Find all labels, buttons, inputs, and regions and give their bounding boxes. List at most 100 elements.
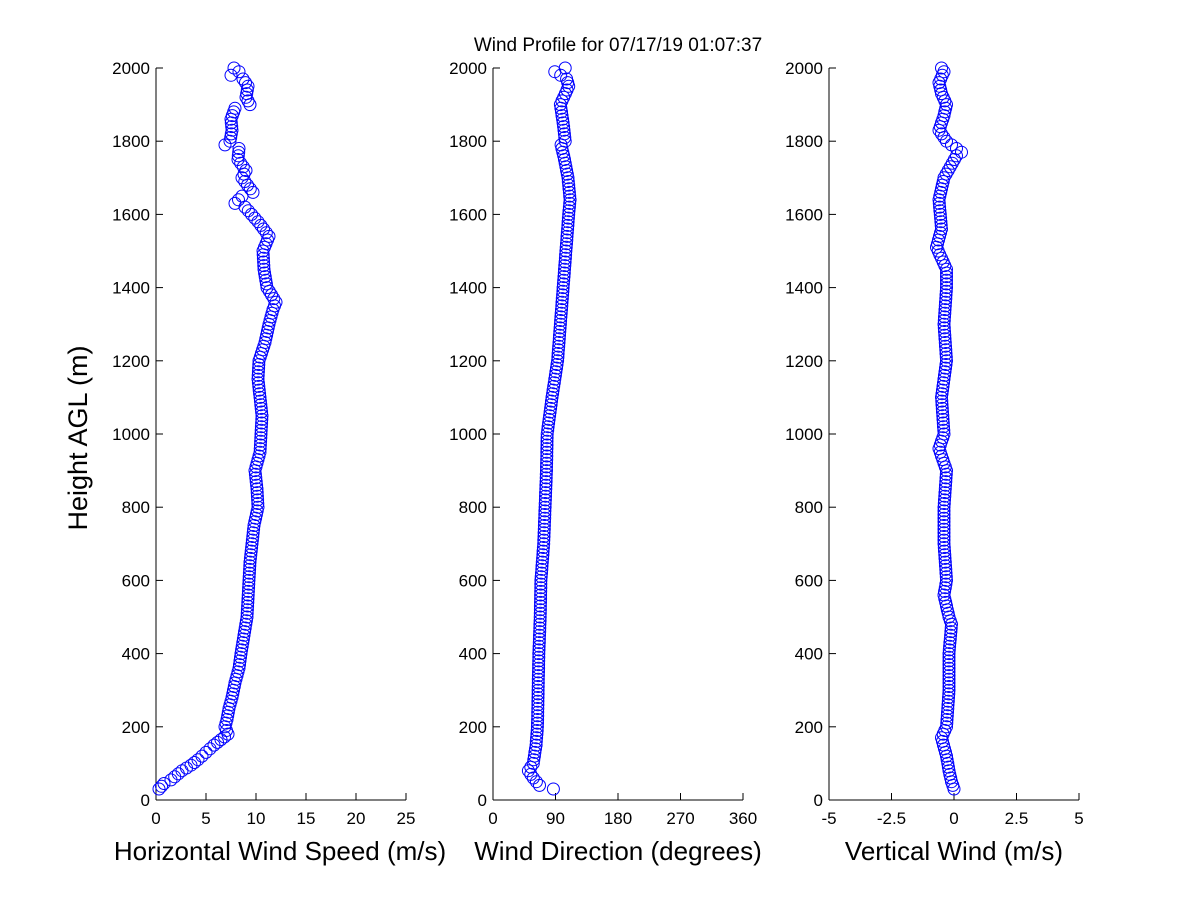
data-point-direction: [526, 771, 540, 785]
data-point-speed: [233, 658, 246, 672]
data-point-direction: [540, 438, 554, 452]
data-point-vertical: [939, 343, 953, 357]
data-point-vertical: [943, 632, 957, 646]
data-point-vertical: [933, 438, 947, 452]
data-point-vertical: [937, 65, 951, 79]
y-tick-label-vertical: 600: [795, 571, 823, 590]
data-point-direction: [563, 193, 577, 207]
data-point-vertical: [942, 669, 956, 683]
data-point-direction: [526, 756, 540, 770]
data-point-direction: [534, 588, 548, 602]
data-point-direction: [556, 277, 570, 291]
y-tick-label-speed: 800: [122, 498, 150, 517]
data-point-direction: [562, 200, 576, 214]
y-tick-label-direction: 600: [459, 571, 487, 590]
data-point-vertical: [937, 372, 951, 386]
data-point-speed: [241, 599, 255, 613]
data-point-speed: [238, 175, 252, 188]
data-point-direction: [555, 299, 569, 313]
data-point-direction: [544, 401, 558, 415]
data-point-direction: [555, 292, 569, 306]
data-point-speed: [155, 779, 168, 793]
data-point-speed: [253, 438, 267, 452]
data-point-direction: [562, 178, 576, 192]
data-point-direction: [531, 669, 545, 683]
data-point-direction: [531, 713, 545, 726]
data-point-direction: [532, 636, 546, 650]
data-point-vertical: [940, 281, 953, 295]
data-point-speed: [232, 142, 246, 155]
data-point-vertical: [938, 489, 952, 503]
data-point-vertical: [944, 625, 958, 639]
data-point-direction: [550, 358, 564, 371]
data-point-vertical: [939, 475, 953, 489]
y-tick-label-vertical: 0: [814, 791, 823, 810]
data-point-direction: [555, 109, 569, 123]
data-point-speed: [251, 493, 265, 507]
data-point-vertical: [942, 680, 956, 693]
data-point-vertical: [940, 277, 953, 291]
data-point-speed: [242, 570, 256, 584]
data-point-direction: [534, 573, 548, 587]
data-point-direction: [537, 519, 551, 532]
data-point-direction: [540, 464, 553, 478]
y-tick-label-vertical: 1400: [785, 279, 823, 298]
data-point-direction: [560, 237, 573, 251]
x-axis-title-vertical-wind: Vertical Wind (m/s): [845, 836, 1063, 866]
data-point-vertical: [938, 306, 952, 320]
data-point-direction: [557, 123, 571, 137]
y-tick-label-direction: 1800: [449, 132, 487, 151]
data-point-speed: [253, 394, 267, 408]
data-point-speed: [250, 478, 264, 492]
data-point-direction: [557, 127, 571, 141]
data-point-direction: [531, 705, 545, 719]
data-point-vertical: [943, 636, 957, 650]
data-point-direction: [548, 368, 562, 382]
data-point-direction: [546, 387, 560, 401]
data-point-speed: [236, 632, 250, 646]
data-point-direction: [556, 288, 570, 302]
data-point-speed: [254, 431, 268, 445]
data-point-direction: [549, 365, 563, 379]
data-point-direction: [559, 240, 573, 254]
data-point-speed: [237, 628, 251, 642]
data-point-vertical: [944, 628, 958, 642]
x-tick-label-speed: 20: [347, 809, 366, 828]
data-point-speed: [256, 251, 270, 265]
data-point-speed: [240, 606, 254, 620]
data-point-speed: [241, 204, 255, 218]
data-point-speed: [233, 654, 247, 668]
data-point-vertical: [955, 145, 968, 159]
y-tick-label-direction: 800: [459, 498, 487, 517]
data-point-direction: [540, 427, 554, 441]
data-point-speed: [243, 551, 257, 565]
data-point-vertical: [936, 379, 950, 393]
data-point-direction: [557, 270, 571, 284]
data-point-direction: [558, 262, 571, 276]
data-point-direction: [551, 354, 565, 368]
data-point-vertical: [941, 694, 955, 708]
data-point-speed: [267, 292, 281, 306]
data-point-vertical: [942, 658, 956, 672]
data-point-vertical: [941, 702, 955, 715]
data-point-direction: [533, 778, 546, 792]
data-point-speed: [244, 544, 258, 558]
data-point-vertical: [943, 639, 957, 653]
data-point-direction: [531, 691, 545, 704]
data-point-speed: [251, 368, 265, 382]
data-point-speed: [168, 770, 182, 784]
data-point-vertical: [938, 548, 952, 562]
data-point-speed: [255, 409, 269, 423]
data-point-vertical: [935, 222, 948, 236]
data-point-speed: [171, 767, 185, 781]
data-point-speed: [236, 72, 250, 86]
data-point-vertical: [939, 347, 953, 360]
data-point-direction: [534, 592, 548, 606]
data-point-vertical: [942, 643, 956, 657]
x-tick-label-direction: 90: [546, 809, 565, 828]
data-point-vertical: [934, 218, 948, 232]
data-point-speed: [232, 193, 245, 207]
data-point-direction: [550, 361, 563, 375]
data-point-speed: [257, 262, 271, 276]
data-point-speed: [241, 595, 255, 609]
